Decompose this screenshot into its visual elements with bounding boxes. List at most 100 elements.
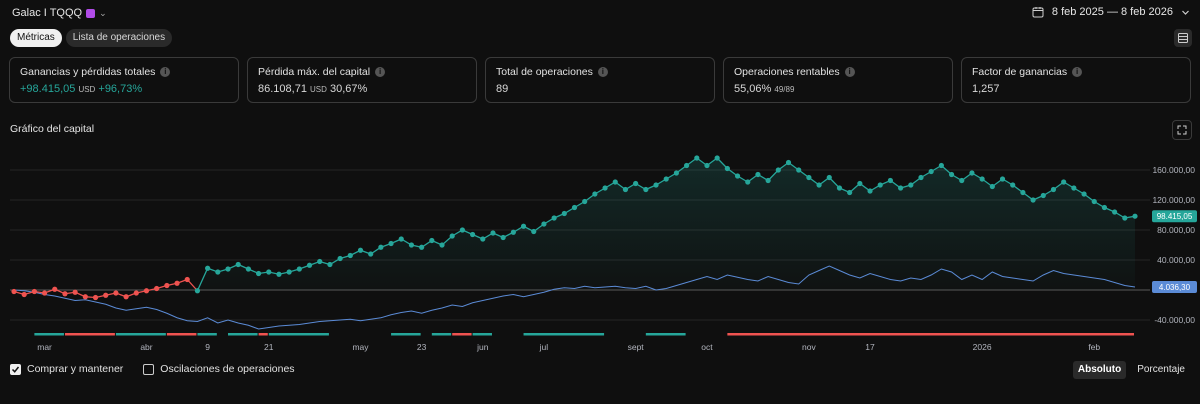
equity-point: [816, 182, 822, 188]
equity-last-value-badge: 98.415,05: [1157, 212, 1193, 221]
equity-point: [184, 276, 190, 283]
equity-point: [887, 177, 894, 184]
equity-point: [510, 229, 516, 235]
equity-point: [21, 291, 27, 298]
layout-menu-button[interactable]: [1174, 29, 1192, 47]
equity-point: [1030, 197, 1036, 203]
chevron-down-icon: ⌄: [99, 7, 107, 18]
x-tick-label: feb: [1088, 342, 1100, 352]
equity-point: [622, 186, 629, 193]
equity-point: [1040, 192, 1046, 199]
equity-point: [653, 182, 659, 188]
equity-point: [52, 286, 58, 292]
expand-chart-button[interactable]: [1172, 120, 1192, 140]
tab-lista-operaciones[interactable]: Lista de operaciones: [65, 29, 173, 47]
equity-point: [847, 189, 853, 196]
value-mode-toggle: Absoluto Porcentaje: [1072, 361, 1190, 379]
metric-label: Factor de ganancias: [972, 66, 1068, 78]
equity-point: [429, 237, 435, 244]
y-tick-label: 40.000,00: [1157, 255, 1195, 265]
x-tick-label: 9: [205, 342, 210, 352]
equity-point: [1091, 198, 1097, 205]
date-range-picker[interactable]: 8 feb 2025 — 8 feb 2026: [1032, 6, 1190, 18]
metric-card-total-pnl: Ganancias y pérdidas totales i +98.415,0…: [9, 57, 239, 103]
buy-hold-last-value-badge: 4.036,30: [1159, 283, 1191, 292]
buy-hold-last-value-badge-bg: [1152, 280, 1197, 293]
mode-porcentaje[interactable]: Porcentaje: [1137, 364, 1185, 375]
equity-point: [1020, 189, 1026, 196]
equity-point: [82, 294, 88, 300]
calendar-badge-icon: [86, 8, 96, 18]
trade-segment: [727, 333, 1134, 336]
equity-point: [1081, 191, 1087, 197]
equity-point: [734, 173, 741, 179]
date-range-text: 8 feb 2025 — 8 feb 2026: [1051, 6, 1173, 18]
equity-point: [133, 290, 139, 296]
equity-point: [694, 155, 700, 161]
equity-point: [255, 270, 262, 277]
calendar-icon: [1032, 7, 1044, 18]
buy-hold-checkbox[interactable]: Comprar y mantener: [10, 363, 123, 375]
trade-segment: [645, 333, 686, 336]
equity-point: [378, 244, 384, 250]
equity-point: [877, 182, 883, 188]
y-tick-label: 160.000,00: [1152, 165, 1195, 175]
x-tick-label: jun: [476, 342, 489, 352]
excursions-checkbox[interactable]: Oscilaciones de operaciones: [143, 363, 295, 375]
equity-point: [745, 179, 751, 185]
equity-point: [979, 176, 985, 182]
info-icon[interactable]: i: [1072, 67, 1083, 77]
equity-point: [969, 170, 975, 176]
equity-point: [215, 269, 221, 275]
metric-extra: 30,67%: [329, 83, 368, 95]
metric-value: 1,257: [972, 83, 1000, 95]
equity-point: [306, 262, 313, 268]
equity-point: [469, 231, 476, 238]
metric-card-total-trades: Total de operaciones i 89: [485, 57, 715, 103]
trade-segment: [452, 333, 472, 336]
tab-metricas[interactable]: Métricas: [10, 29, 62, 47]
top-bar: Galac I TQQQ ⌄ 8 feb 2025 — 8 feb 2026: [0, 0, 1200, 28]
buy-hold-label: Comprar y mantener: [27, 363, 124, 375]
equity-point: [276, 271, 282, 277]
y-tick-label: 120.000,00: [1152, 195, 1195, 205]
info-icon[interactable]: i: [160, 67, 171, 77]
equity-area: [197, 158, 1135, 291]
equity-point: [898, 185, 904, 191]
equity-point: [684, 162, 690, 169]
metric-value: 86.108,71: [258, 83, 307, 95]
trade-segment: [268, 333, 329, 336]
equity-point: [796, 167, 802, 173]
equity-point: [582, 198, 588, 205]
equity-point: [62, 291, 68, 297]
strategy-title[interactable]: Galac I TQQQ ⌄: [12, 7, 107, 19]
x-tick-label: oct: [701, 342, 713, 352]
metric-value: 55,06%: [734, 83, 772, 95]
y-tick-label: 80.000,00: [1157, 225, 1195, 235]
equity-point: [806, 174, 812, 181]
info-icon[interactable]: i: [597, 67, 608, 77]
equity-point: [225, 266, 231, 272]
mode-absoluto[interactable]: Absoluto: [1072, 361, 1127, 379]
equity-chart[interactable]: -40.000,00 40.000,00 80.000,00 120.000,00 16…: [0, 140, 1200, 355]
value-badges: 98.415,05 4.036,30: [1152, 210, 1197, 293]
metric-value: +98.415,05: [20, 83, 76, 95]
equity-point: [113, 290, 119, 296]
metric-unit: USD: [310, 85, 327, 94]
equity-point: [1061, 179, 1067, 185]
info-icon[interactable]: i: [375, 67, 386, 77]
equity-point: [143, 288, 150, 294]
trade-segment: [166, 333, 197, 336]
equity-point: [551, 215, 557, 221]
info-icon[interactable]: i: [844, 67, 855, 77]
equity-point: [785, 159, 792, 166]
trade-segment: [115, 333, 166, 336]
trade-segment: [228, 333, 258, 336]
chart-options: Comprar y mantener Oscilaciones de opera…: [10, 363, 295, 375]
equity-fill: [197, 158, 1135, 291]
buy-hold-path: [13, 265, 1136, 330]
x-axis: mar abr 9 21 may 23 jun jul sept oct nov 17 2026 feb: [37, 342, 1100, 352]
equity-point: [459, 227, 465, 233]
trade-segment: [431, 333, 452, 336]
equity-point: [531, 228, 537, 235]
